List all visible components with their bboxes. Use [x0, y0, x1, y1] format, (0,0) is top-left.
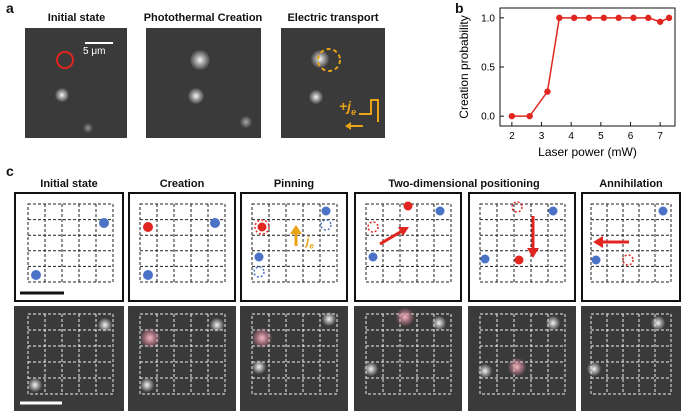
micrograph-electric-transport: +je: [281, 28, 385, 138]
creation-probability-chart: 2 3 4 5 6 7 0.0 0.5 1.0 Laser power (mW) Creati…: [457, 7, 676, 159]
laser-spot-marker: [56, 51, 74, 69]
x-tick-label: 6: [628, 131, 634, 142]
data-point: [508, 112, 516, 120]
panel-c-title-creation: Creation: [159, 178, 205, 190]
data-point: [656, 18, 664, 25]
x-tick-label: 7: [657, 131, 663, 142]
data-point: [600, 14, 608, 22]
skyrmion-spot: [478, 364, 492, 378]
schematic-annihilation: [581, 192, 681, 302]
schematic-positioning-2: [468, 192, 576, 302]
skyrmion-spot: [240, 116, 252, 128]
y-axis-label: Creation probability: [457, 15, 471, 118]
panel-a-title-initial: Initial state: [47, 12, 106, 24]
data-point: [556, 14, 563, 22]
created-skyrmion-spot: [508, 358, 526, 376]
skyrmion-spot: [55, 88, 69, 102]
schematic-creation: [128, 192, 236, 302]
data-point: [630, 14, 637, 22]
panel-a-title-creation: Photothermal Creation: [143, 12, 263, 24]
skyrmion-spot: [28, 378, 42, 392]
x-tick-label: 4: [568, 131, 574, 142]
panel-c-title-positioning: Two-dimensional positioning: [388, 178, 540, 190]
data-point: [526, 112, 533, 120]
data-point: [585, 14, 593, 22]
current-subscript: e: [351, 106, 357, 117]
skyrmion-spot: [651, 316, 665, 330]
panel-c-title-pinning: Pinning: [273, 178, 315, 190]
micrograph-photothermal-creation: [146, 28, 261, 138]
pinning-current-label: je: [306, 234, 314, 250]
skyrmion-spot: [252, 360, 266, 374]
scale-bar-label: 5 μm: [83, 46, 106, 57]
skyrmion-spot: [546, 316, 560, 330]
scale-bar: [85, 42, 113, 44]
skyrmion-spot: [98, 318, 112, 332]
created-skyrmion-spot: [252, 328, 272, 348]
micrograph-c-positioning-2: [468, 306, 576, 411]
skyrmion-spot: [587, 362, 601, 376]
x-axis-label: Laser power (mW): [538, 145, 637, 159]
pinning-current-subscript: e: [309, 241, 314, 251]
skyrmion-spot: [140, 378, 154, 392]
created-skyrmion-spot: [396, 308, 414, 326]
micrograph-c-initial: [14, 306, 124, 411]
panel-c-title-annihilation: Annihilation: [599, 178, 663, 190]
micrograph-initial-state: 5 μm: [25, 28, 127, 138]
skyrmion-spot: [432, 316, 446, 330]
data-point: [570, 14, 578, 22]
skyrmion-spot: [188, 88, 204, 104]
data-point: [615, 14, 622, 22]
micrograph-c-pinning: [240, 306, 348, 411]
panel-c-title-initial: Initial state: [40, 178, 98, 190]
skyrmion-spot: [210, 318, 224, 332]
schematic-pinning: je: [240, 192, 348, 302]
pinning-current-symbol: j: [306, 234, 310, 248]
panel-c-letter: c: [6, 163, 14, 179]
skyrmion-spot: [190, 50, 210, 70]
data-point: [665, 14, 673, 22]
schematic-initial-state: [14, 192, 124, 302]
schematic-positioning-1: [354, 192, 462, 302]
panel-b-letter: b: [455, 0, 464, 16]
micrograph-c-positioning-1: [354, 306, 462, 411]
transport-overlay: [317, 48, 379, 130]
skyrmion-spot: [322, 312, 336, 326]
y-tick-label: 1.0: [481, 13, 495, 24]
y-tick-label: 0.5: [481, 63, 495, 74]
micrograph-c-creation: [128, 306, 236, 411]
x-tick-label: 5: [598, 131, 604, 142]
current-label: +je: [339, 98, 356, 117]
x-tick-label: 3: [539, 131, 545, 142]
micrograph-c-annihilation: [581, 306, 681, 411]
x-tick-label: 2: [509, 131, 515, 142]
current-symbol: +j: [339, 98, 352, 114]
skyrmion-spot: [83, 123, 93, 133]
panel-a-letter: a: [6, 0, 14, 16]
plot-frame: [499, 7, 676, 127]
skyrmion-spot: [364, 362, 378, 376]
y-tick-label: 0.0: [481, 112, 495, 123]
panel-a-title-transport: Electric transport: [287, 12, 379, 24]
skyrmion-spot: [309, 90, 323, 104]
series-line: [511, 17, 670, 117]
created-skyrmion-spot: [140, 328, 160, 348]
skyrmion-spot: [311, 50, 329, 68]
data-point: [544, 88, 551, 95]
data-point: [645, 14, 652, 22]
